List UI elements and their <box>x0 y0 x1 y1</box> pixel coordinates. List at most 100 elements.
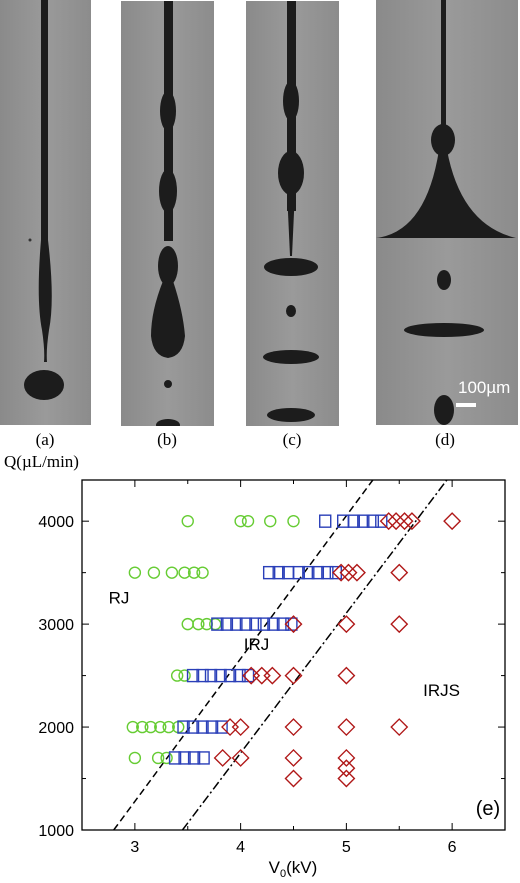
data-point-circle <box>181 617 194 631</box>
data-point-diamond <box>387 512 406 531</box>
data-point-square <box>168 751 182 765</box>
data-point-circle <box>187 566 201 579</box>
data-point-diamond <box>390 615 409 634</box>
data-point-square <box>233 668 246 683</box>
data-point-square <box>319 514 332 528</box>
data-point-circle <box>178 669 191 682</box>
data-point-square <box>262 565 276 580</box>
y-tick-label: 2000 <box>38 720 74 737</box>
data-point-square <box>196 668 209 683</box>
phase-diagram-chart: 3 4 5 6 1000 2000 3000 4000 RJ IRJ IRJS V0(kV) (e… <box>38 479 506 880</box>
data-point-square <box>257 617 271 631</box>
x-axis-label: V0(kV) <box>269 858 318 880</box>
data-point-diamond <box>231 748 250 767</box>
data-point-circle <box>234 514 247 528</box>
data-point-square <box>187 751 201 765</box>
data-point-circle <box>181 514 194 528</box>
data-point-diamond <box>284 718 303 737</box>
data-point-circle <box>192 617 205 631</box>
data-point-square <box>196 720 209 734</box>
data-point-square <box>249 617 262 631</box>
boundary-line-dashdot <box>181 480 448 830</box>
scale-bar-label: 100µm <box>458 378 511 397</box>
photo-panel-b <box>121 1 214 426</box>
data-point-square <box>239 617 253 631</box>
x-tick-label: 6 <box>448 839 457 856</box>
data-point-diamond <box>284 615 303 634</box>
data-point-square <box>292 565 305 580</box>
data-point-square <box>366 514 380 528</box>
data-point-diamond <box>284 748 303 767</box>
data-point-square <box>276 617 290 631</box>
data-point-circle <box>136 720 149 734</box>
data-point-circle <box>241 514 255 528</box>
data-point-square <box>215 720 228 734</box>
data-point-circle <box>287 514 300 528</box>
q-axis-label: Q(µL/min) <box>4 452 79 471</box>
data-point-diamond <box>390 718 409 737</box>
x-tick-label: 4 <box>236 839 245 856</box>
data-point-circle <box>178 566 191 579</box>
panel-label-b: (b) <box>157 430 177 449</box>
data-point-circle <box>165 566 179 579</box>
y-tick-label: 4000 <box>38 514 74 531</box>
data-point-diamond <box>443 512 462 531</box>
data-point-diamond <box>213 748 232 767</box>
panel-label-d: (d) <box>435 430 455 449</box>
data-point-circle <box>160 751 173 765</box>
data-point-diamond <box>252 666 271 685</box>
x-tick-label: 3 <box>130 839 139 856</box>
data-point-circle <box>151 751 165 765</box>
data-point-square <box>214 668 227 683</box>
photo-panel-c <box>246 1 339 426</box>
data-point-diamond <box>332 563 351 582</box>
data-point-diamond <box>263 666 282 685</box>
data-point-circle <box>264 514 277 528</box>
data-point-diamond <box>337 759 356 778</box>
data-point-diamond <box>395 512 414 531</box>
region-label: IRJ <box>244 635 270 654</box>
data-point-diamond <box>339 563 358 582</box>
data-point-square <box>347 514 360 528</box>
data-point-square <box>205 720 219 734</box>
data-point-circle <box>154 720 167 734</box>
data-point-circle <box>128 566 142 579</box>
data-point-square <box>178 751 191 765</box>
jet-drawing-d <box>376 0 516 425</box>
jet-drawing-b <box>151 1 185 426</box>
data-point-square <box>186 720 200 734</box>
data-point-square <box>211 617 224 631</box>
data-point-circle <box>128 751 142 765</box>
data-point-square <box>220 617 234 631</box>
region-label: RJ <box>109 589 130 608</box>
y-tick-label: 3000 <box>38 617 74 634</box>
photo-panel-d <box>376 0 518 425</box>
data-point-diamond <box>337 666 356 685</box>
data-point-square <box>177 720 190 734</box>
jet-drawing-c <box>263 1 319 422</box>
data-point-circle <box>162 720 175 734</box>
data-point-circle <box>126 720 139 734</box>
data-point-diamond <box>337 615 356 634</box>
data-point-diamond <box>337 718 356 737</box>
scale-bar <box>456 403 476 407</box>
data-point-diamond <box>347 563 366 582</box>
data-point-diamond <box>337 769 356 788</box>
data-point-circle <box>147 566 161 579</box>
data-point-square <box>302 565 315 580</box>
panel-label-e: (e) <box>476 798 500 820</box>
data-point-circle <box>170 669 184 682</box>
data-point-diamond <box>284 666 303 685</box>
data-point-square <box>267 617 280 631</box>
data-point-diamond <box>284 769 303 788</box>
data-point-square <box>204 668 218 683</box>
data-point-square <box>311 565 325 580</box>
jet-drawing-a <box>24 0 64 400</box>
data-point-square <box>223 668 237 683</box>
region-label: IRJS <box>423 681 460 700</box>
boundary-line-dashed <box>113 480 374 830</box>
data-point-diamond <box>390 563 409 582</box>
data-point-diamond <box>402 512 421 531</box>
data-point-square <box>272 565 285 580</box>
data-point-square <box>285 617 298 631</box>
